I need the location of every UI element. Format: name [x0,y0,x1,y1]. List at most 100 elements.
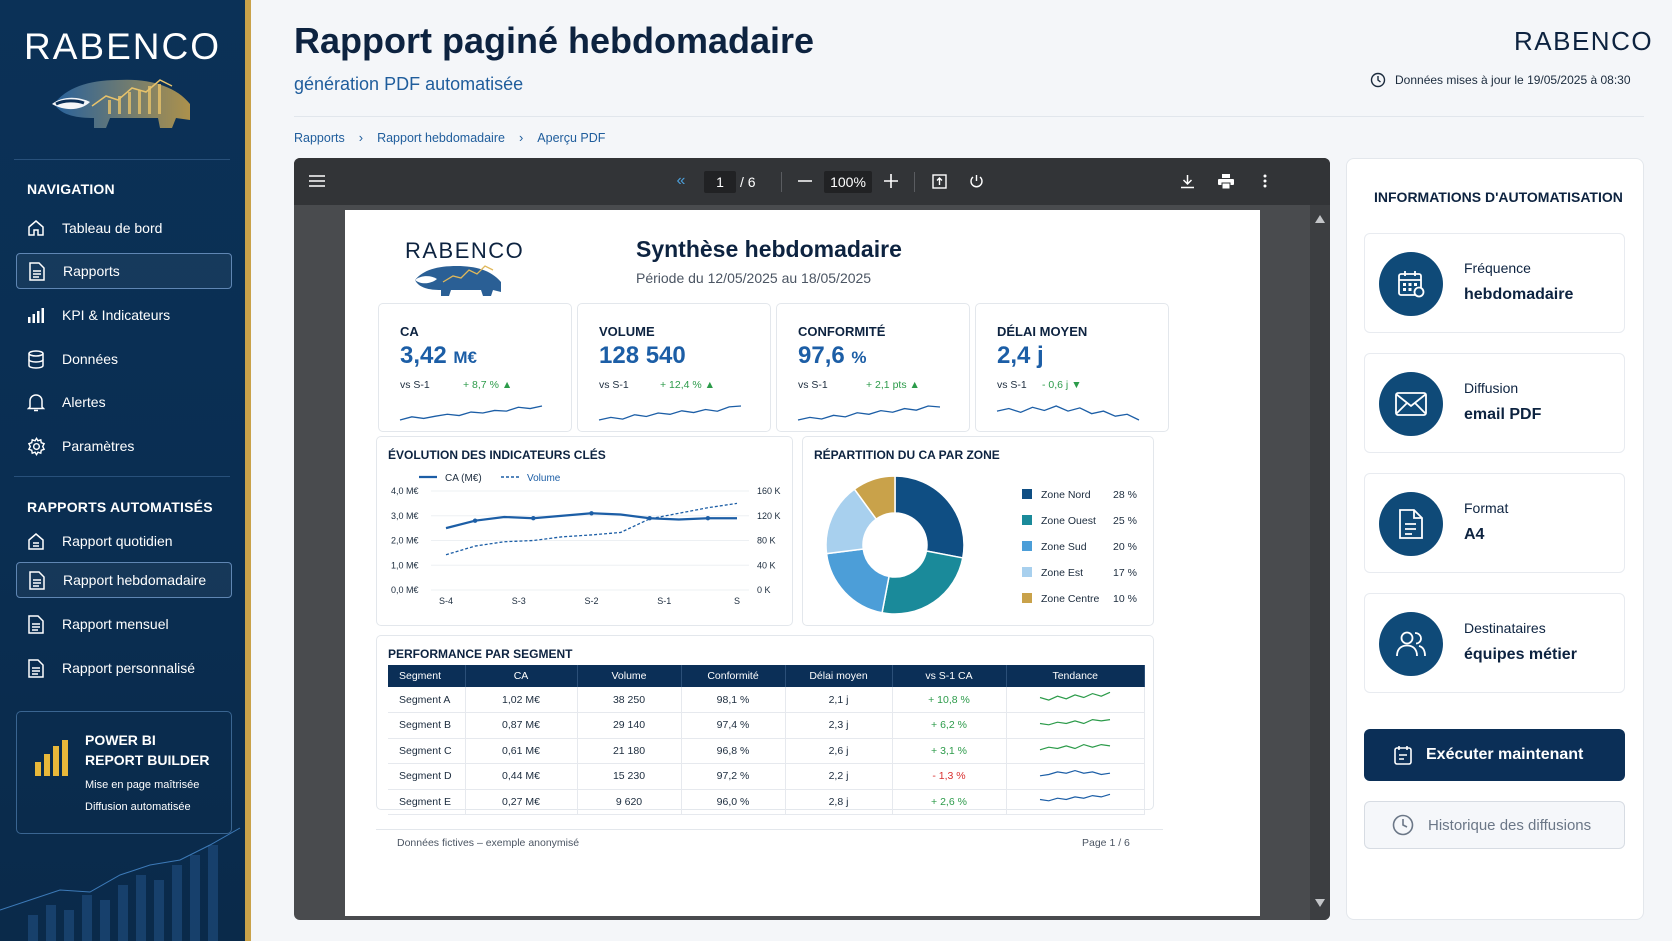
table-cell: 2,8 j [785,789,893,815]
rotate-icon[interactable] [965,170,987,192]
clock-icon [1370,72,1386,88]
sidebar-item-settings[interactable]: Paramètres [16,428,232,464]
table-cell: Segment B [388,712,466,739]
automation-card-recipients: Destinataires équipes métier [1364,593,1625,693]
y-tick-label: 0,0 M€ [391,585,419,595]
pie-slice [881,550,964,615]
kpi-delta: + 2,1 pts ▲ [866,379,920,391]
trend-sparkline [1040,769,1111,777]
column-header: CA [465,665,578,687]
print-icon[interactable] [1215,170,1237,192]
kpi-compare-label: vs S-1 [599,379,629,391]
table-cell: + 3,1 % [892,738,1007,764]
automation-value: email PDF [1464,406,1542,423]
table-cell: 97,4 % [681,712,786,739]
y2-tick-label: 40 K [757,560,776,570]
sidebar-item-label: Tableau de bord [62,220,163,236]
calendar-icon [1379,252,1443,316]
table-row: Segment E 0,27 M€ 9 620 96,0 % 2,8 j + 2,6 % [388,789,1145,815]
pie-slice [853,475,896,521]
first-page-icon[interactable]: « [676,172,686,189]
zoom-level[interactable]: 100% [824,171,872,193]
fit-page-icon[interactable] [928,170,950,192]
kpi-delta: + 12,4 % ▲ [660,379,716,391]
kpi-label: DÉLAI MOYEN [997,324,1088,339]
powerbi-title: POWER BI REPORT BUILDER [85,732,210,768]
scroll-down-icon[interactable] [1315,899,1325,907]
table-title: PERFORMANCE PAR SEGMENT [388,647,573,661]
kpi-sparkline [996,405,1140,421]
trend-cell [1006,687,1145,713]
legend-label: Zone Nord [1041,489,1091,501]
legend-value: 25 % [1113,515,1137,527]
badger-logo-icon [52,79,190,128]
gear-icon [26,436,46,456]
automation-value: hebdomadaire [1464,286,1574,303]
sidebar-item-data[interactable]: Données [16,341,232,377]
sidebar-item-custom-report[interactable]: Rapport personnalisé [16,650,232,686]
kpi-delta: - 0,6 j ▼ [1042,379,1082,391]
trend-line [1040,793,1111,802]
breadcrumb-link[interactable]: Rapport hebdomadaire [377,130,505,145]
column-header: Segment [388,665,466,687]
sidebar-item-weekly-report[interactable]: Rapport hebdomadaire [16,562,232,598]
kpi-value: 97,6 % [798,342,867,369]
trend-sparkline [1040,718,1111,726]
trend-sparkline [1040,691,1111,701]
sidebar-item-label: Rapport quotidien [62,533,173,549]
segment-table: Segment CA Volume Conformité Délai moyen… [388,665,1145,815]
scroll-up-icon[interactable] [1315,215,1325,223]
bar-chart-icon [26,305,46,325]
history-button[interactable]: Historique des diffusions [1364,801,1625,849]
zoom-in-icon[interactable] [880,170,902,192]
trend-sparkline [1040,744,1111,751]
breadcrumb-link[interactable]: Rapports [294,130,345,145]
table-cell: 0,44 M€ [465,763,578,790]
download-icon[interactable] [1176,170,1198,192]
scrollbar[interactable] [1310,205,1330,920]
sidebar-item-alerts[interactable]: Alertes [16,384,232,420]
chart-title: RÉPARTITION DU CA PAR ZONE [814,448,1000,462]
series-line [445,502,738,556]
sidebar-item-kpi[interactable]: KPI & Indicateurs [16,297,232,333]
automation-key: Diffusion [1464,380,1519,396]
kpi-compare-label: vs S-1 [400,379,430,391]
trend-cell [1006,738,1145,764]
kpi-value: 2,4 j [997,342,1044,369]
run-now-button[interactable]: Exécuter maintenant [1364,729,1625,781]
legend-label: Zone Est [1041,567,1083,579]
page-number-input[interactable]: 1 [704,171,736,193]
table-cell: Segment D [388,763,466,790]
table-cell: - 1,3 % [892,763,1007,790]
sidebar-item-reports[interactable]: Rapports [16,253,232,289]
sidebar-item-label: Rapport hebdomadaire [63,572,207,588]
menu-icon[interactable] [306,170,328,192]
kpi-sparkline [598,405,742,421]
report-page: RABENCO Synthèse hebdomadaire Période du… [345,210,1260,916]
report-page-number: Page 1 / 6 [1082,837,1130,849]
sidebar: RABENCO NAVIGATION Tableau de bord Rappo… [0,0,251,941]
more-options-icon[interactable] [1254,170,1276,192]
sidebar-item-dashboard[interactable]: Tableau de bord [16,210,232,246]
x-tick-label: S-1 [657,596,671,606]
document-icon [27,570,47,590]
table-cell: Segment A [388,687,466,713]
sidebar-item-label: Rapports [63,263,120,279]
legend-value: 17 % [1113,567,1137,579]
automation-value: équipes métier [1464,646,1577,663]
legend-label: Volume [527,473,561,484]
x-tick-label: S-2 [584,596,598,606]
zoom-out-icon[interactable] [794,170,816,192]
data-point [589,511,594,516]
legend-value: 28 % [1113,489,1137,501]
table-cell: 15 230 [577,763,682,790]
sidebar-item-monthly-report[interactable]: Rapport mensuel [16,606,232,642]
y2-tick-label: 0 K [757,585,771,595]
legend-label: Zone Sud [1041,541,1087,553]
sparkline-path [797,405,941,421]
table-row: Segment C 0,61 M€ 21 180 96,8 % 2,6 j + 3,1 % [388,738,1145,764]
sidebar-item-daily-report[interactable]: Rapport quotidien [16,523,232,559]
arrow-up-icon: ▲ [704,379,716,391]
sparkline-path [598,405,742,421]
column-header: Tendance [1006,665,1145,687]
